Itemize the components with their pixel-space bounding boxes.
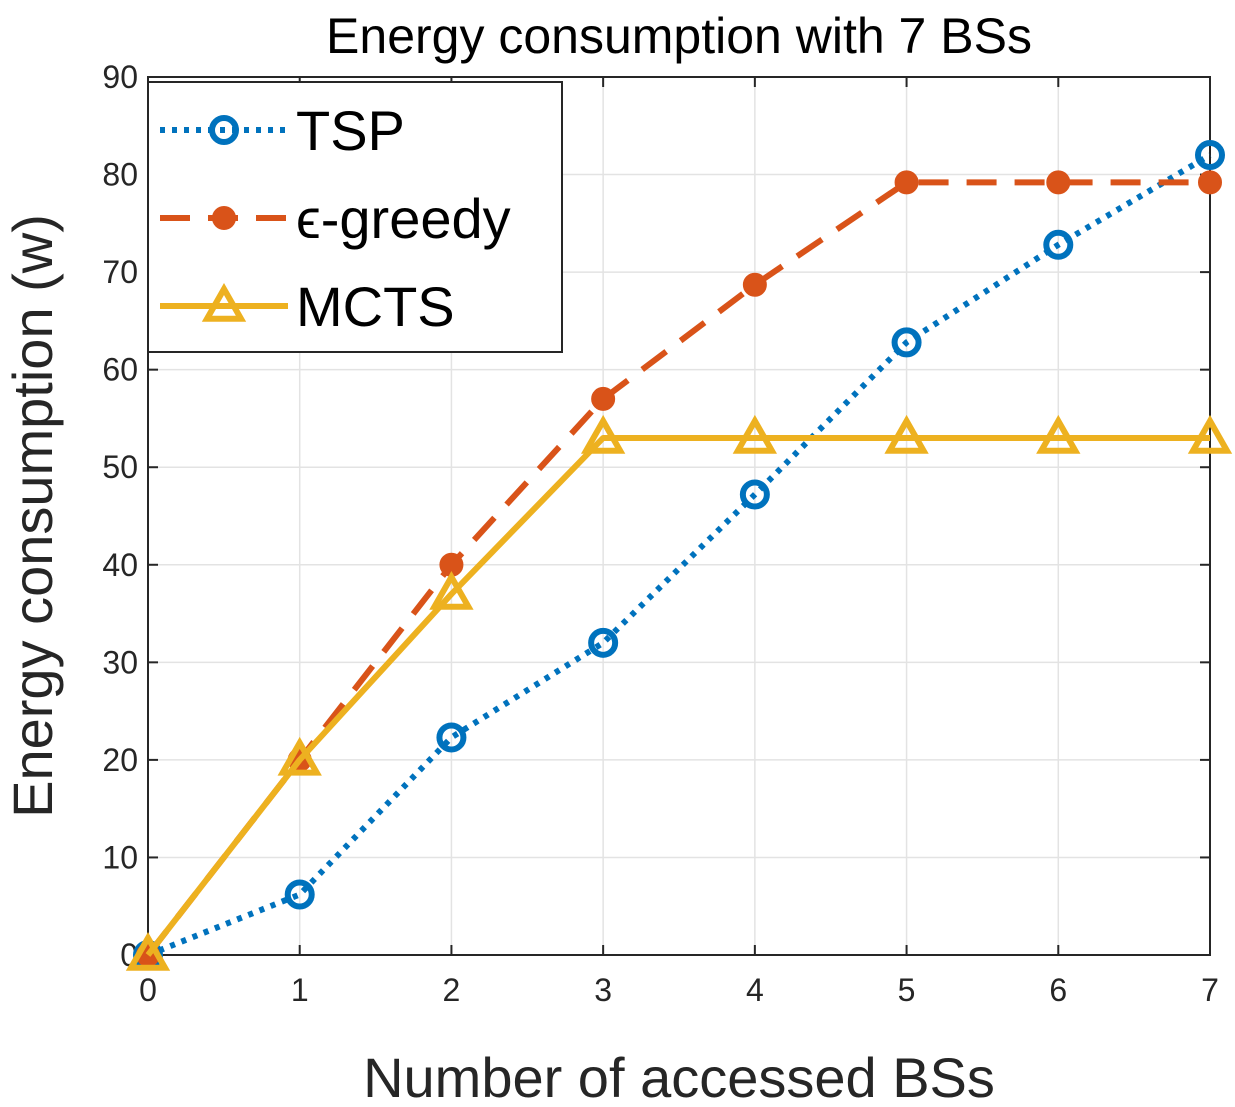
data-point: [894, 170, 919, 195]
legend-entry: ϵ-greedy: [160, 187, 511, 250]
data-point: [284, 879, 315, 910]
axes-box: [147, 76, 1211, 956]
series-layer: [125, 140, 1233, 971]
x-tick-label: 0: [139, 972, 157, 1008]
y-tick-label: 60: [102, 352, 138, 388]
legend-swatch-marker: [209, 115, 239, 145]
x-tick-label: 2: [443, 972, 461, 1008]
y-axis-label: Energy consumption (w): [1, 214, 64, 818]
data-point: [742, 272, 767, 297]
legend-label: ϵ-greedy: [296, 187, 511, 250]
x-tick-label: 6: [1049, 972, 1067, 1008]
y-tick-label: 20: [102, 742, 138, 778]
data-point: [277, 736, 322, 776]
legend-entry: MCTS: [160, 275, 455, 338]
x-tick-label: 3: [594, 972, 612, 1008]
legend: TSP ϵ-greedy MCTS: [147, 81, 563, 353]
legend-swatch-marker: [201, 282, 247, 322]
data-point: [436, 722, 467, 753]
data-point: [1198, 170, 1222, 195]
legend-swatch-marker: [212, 206, 236, 230]
data-point: [588, 627, 619, 658]
y-tick-label: 10: [102, 839, 138, 875]
data-point: [1043, 229, 1074, 260]
legend-label: MCTS: [296, 275, 455, 338]
data-point: [1195, 140, 1225, 171]
data-point: [1036, 414, 1081, 454]
x-axis-label: Number of accessed BSs: [363, 1046, 995, 1107]
y-tick-label: 80: [102, 157, 138, 193]
data-point: [732, 414, 778, 454]
data-point: [891, 327, 922, 358]
data-point: [1187, 414, 1233, 454]
legend-label: TSP: [296, 99, 405, 162]
data-point: [739, 479, 770, 510]
x-tick-label: 4: [746, 972, 764, 1008]
y-tick-label: 90: [102, 59, 138, 95]
data-point: [884, 414, 929, 454]
legend-entry: TSP: [160, 99, 405, 162]
data-point: [580, 414, 626, 454]
data-point: [125, 931, 171, 971]
data-point: [429, 570, 474, 610]
x-tick-label: 1: [291, 972, 309, 1008]
chart-title: Energy consumption with 7 BSs: [326, 8, 1032, 64]
y-tick-label: 30: [102, 644, 138, 680]
x-tick-label: 7: [1201, 972, 1219, 1008]
series-line: [145, 179, 1210, 957]
y-tick-label: 50: [102, 449, 138, 485]
y-tick-label: 40: [102, 547, 138, 583]
series-2: [125, 414, 1233, 971]
series-line: [145, 434, 1210, 957]
data-point: [1046, 170, 1071, 195]
y-tick-label: 70: [102, 254, 138, 290]
data-point: [591, 386, 616, 411]
x-tick-label: 5: [898, 972, 916, 1008]
